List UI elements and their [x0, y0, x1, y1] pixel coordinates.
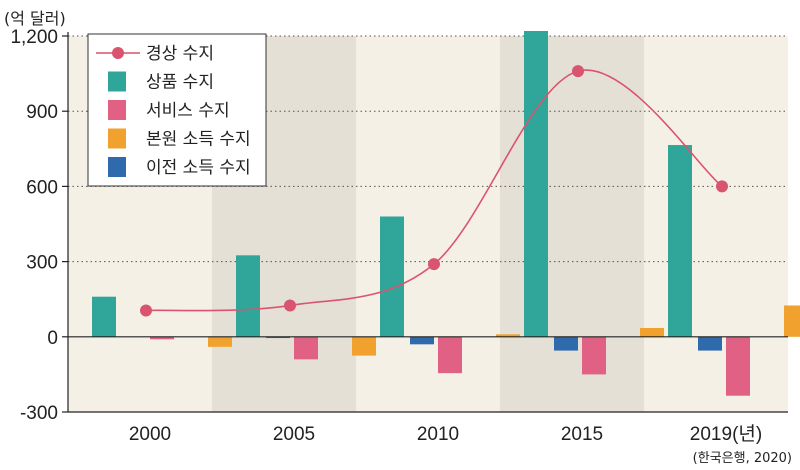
line-point-2019(년): [716, 180, 728, 193]
bar-상품-수지-2010: [380, 216, 404, 337]
bar-서비스-수지-2015: [582, 336, 606, 375]
bar-서비스-수지-2000: [150, 336, 174, 340]
current-account-line: [140, 65, 728, 317]
x-tick-label: 2015: [561, 424, 603, 445]
y-tick-label: -300: [20, 403, 58, 424]
legend-label: 상품 수지: [146, 73, 214, 93]
bar-본원-소득-수지-2010: [496, 334, 520, 337]
axes: [62, 32, 788, 413]
legend-marker-swatch: [112, 47, 124, 59]
bar-이전-소득-수지-2010: [554, 336, 578, 351]
y-tick-label: 0: [47, 328, 58, 349]
legend-swatch: [108, 100, 126, 120]
y-tick-label: 900: [26, 102, 58, 123]
bar-서비스-수지-2010: [438, 336, 462, 374]
bar-이전-소득-수지-2015: [698, 336, 722, 351]
bars: [92, 30, 800, 396]
bar-상품-수지-2005: [236, 255, 260, 337]
legend-label: 본원 소득 수지: [146, 130, 251, 150]
y-unit-label: (억 달러): [4, 9, 66, 28]
legend-label: 이전 소득 수지: [146, 158, 251, 178]
bar-이전-소득-수지-2000: [266, 336, 290, 339]
bar-본원-소득-수지-2015: [640, 328, 664, 337]
bar-상품-수지-2000: [92, 296, 116, 337]
x-tick-label: 2019(년): [690, 423, 762, 445]
legend-swatch: [108, 128, 126, 149]
bar-본원-소득-수지-2000: [208, 336, 232, 347]
x-tick-label: 2000: [129, 424, 171, 445]
line-path-current-account: [145, 69, 723, 312]
legend-label: 서비스 수지: [146, 101, 230, 121]
shaded-band: [500, 36, 644, 412]
line-point-2000: [140, 304, 152, 317]
bar-서비스-수지-2019(년): [726, 336, 750, 396]
line-point-2015: [572, 65, 584, 78]
y-tick-label: 600: [26, 177, 58, 198]
bar-본원-소득-수지-2005: [352, 336, 376, 356]
bar-상품-수지-2015: [524, 30, 548, 337]
line-point-2005: [284, 299, 296, 312]
bar-상품-수지-2019(년): [668, 145, 692, 337]
bar-서비스-수지-2005: [294, 336, 318, 360]
x-tick-label: 2010: [417, 424, 459, 445]
bar-본원-소득-수지-2019(년): [784, 305, 800, 337]
line-point-2010: [428, 258, 440, 271]
y-tick-label: 300: [26, 253, 58, 274]
legend-swatch: [108, 157, 126, 177]
bar-이전-소득-수지-2005: [410, 336, 434, 345]
legend-swatch: [108, 71, 126, 92]
source-label: (한국은행, 2020): [693, 450, 792, 466]
x-tick-labels: 2000 2005 2010 2015 2019(년): [129, 423, 762, 445]
legend-label: 경상 수지: [146, 44, 214, 64]
y-tick-labels: -300 0 300 600 900 1,200: [10, 27, 58, 424]
y-tick-label: 1,200: [10, 27, 58, 48]
x-tick-label: 2005: [273, 424, 315, 445]
